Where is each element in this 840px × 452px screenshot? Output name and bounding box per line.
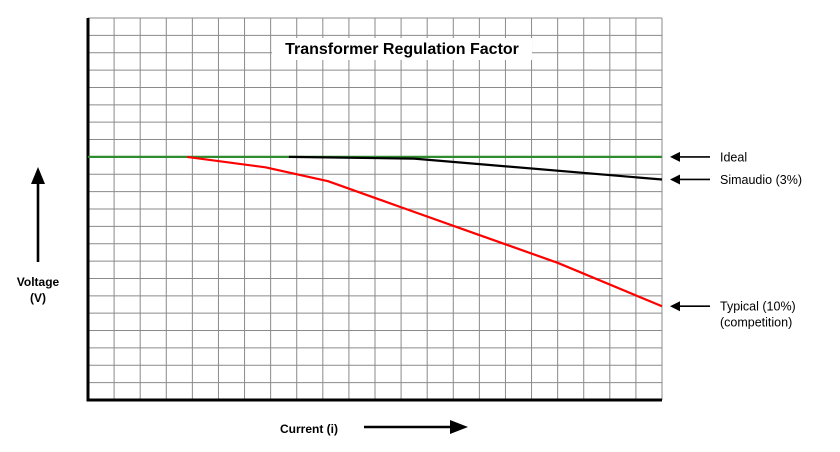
y-axis-arrow-head: [31, 167, 45, 184]
series-arrow-head-1: [670, 151, 680, 162]
series-label-2: Simaudio (3%): [720, 173, 802, 187]
chart-title-backdrop: [272, 38, 532, 60]
series-line-2: [288, 155, 663, 181]
series-label-1: Ideal: [720, 150, 747, 164]
series-line-3: [187, 155, 663, 308]
x-axis-arrow-head: [450, 420, 468, 434]
y-axis-label: Voltage (V): [17, 275, 60, 305]
chart-title: Transformer Regulation Factor: [285, 41, 519, 58]
series-arrow-head-2: [670, 174, 680, 185]
x-axis-label: Current (i): [280, 422, 338, 436]
series-arrow-head-3: [670, 301, 680, 312]
series-label-3: Typical (10%) (competition): [720, 300, 796, 330]
